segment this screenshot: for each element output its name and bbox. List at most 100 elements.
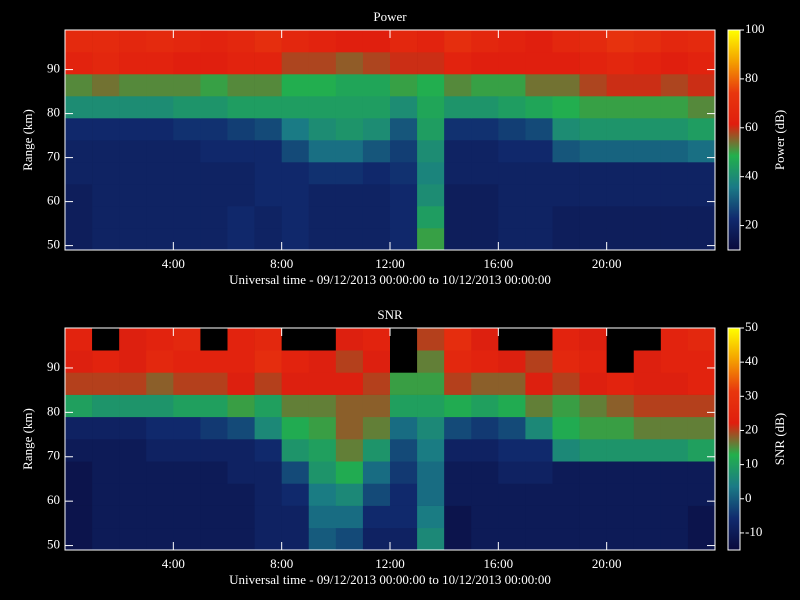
heatmap-cell <box>579 483 607 506</box>
heatmap-cell <box>227 461 255 484</box>
heatmap-cell <box>335 483 364 506</box>
heatmap-cell <box>335 439 364 462</box>
heatmap-cell <box>146 162 174 185</box>
heatmap-cell <box>552 228 580 251</box>
heatmap-cell <box>227 483 255 506</box>
heatmap-cell <box>552 394 580 418</box>
heatmap-cell <box>498 372 526 395</box>
heatmap-cell <box>65 483 93 506</box>
heatmap-cell <box>362 228 391 251</box>
heatmap-cell <box>308 228 337 251</box>
heatmap-cell <box>281 527 310 551</box>
heatmap-cell <box>119 461 147 484</box>
heatmap-cell <box>417 350 445 373</box>
heatmap-cell <box>687 328 716 351</box>
heatmap-cell <box>444 394 472 418</box>
heatmap-cell <box>687 416 716 440</box>
heatmap-cell <box>254 206 282 229</box>
heatmap-cell <box>552 184 580 207</box>
heatmap-cell <box>200 228 228 251</box>
heatmap-cell <box>417 96 445 119</box>
heatmap-cell <box>606 228 635 251</box>
heatmap-cell <box>633 372 662 395</box>
heatmap-cell <box>281 140 310 163</box>
heatmap-cell <box>498 350 526 373</box>
heatmap-cell <box>417 527 445 551</box>
heatmap-cell <box>471 394 499 418</box>
heatmap-cell <box>200 184 228 207</box>
heatmap-cell <box>660 228 689 251</box>
heatmap-cell <box>173 74 201 97</box>
heatmap-cell <box>579 184 607 207</box>
heatmap-cell <box>119 483 147 506</box>
heatmap-cell <box>65 74 93 97</box>
heatmap-cell <box>498 184 526 207</box>
heatmap-cell <box>552 96 580 119</box>
heatmap-cell <box>254 118 282 141</box>
heatmap-cell <box>390 350 418 373</box>
heatmap-cell <box>362 206 391 229</box>
x-tick-label: 20:00 <box>592 256 622 271</box>
heatmap-cell <box>146 439 174 462</box>
heatmap-cell <box>281 328 310 351</box>
heatmap-cell <box>417 505 445 529</box>
heatmap-cell <box>417 184 445 207</box>
heatmap-cell <box>390 228 418 251</box>
heatmap-cell <box>687 372 716 395</box>
heatmap-cell <box>606 96 635 119</box>
heatmap-cell <box>660 118 689 141</box>
heatmap-cell <box>362 394 391 418</box>
heatmap-cell <box>633 328 662 351</box>
heatmap-cell <box>444 206 472 229</box>
heatmap-cell <box>687 228 716 251</box>
heatmap-cell <box>660 527 689 551</box>
heatmap-cell <box>660 162 689 185</box>
heatmap-cell <box>417 118 445 141</box>
heatmap-cell <box>65 52 93 75</box>
heatmap-cell <box>498 96 526 119</box>
heatmap-cell <box>281 416 310 440</box>
heatmap-cell <box>146 372 174 395</box>
heatmap-cell <box>606 483 635 506</box>
heatmap-cell <box>281 96 310 119</box>
heatmap-cell <box>362 461 391 484</box>
colorbar <box>727 29 741 251</box>
heatmap-cell <box>173 52 201 75</box>
heatmap-cell <box>281 372 310 395</box>
heatmap-cell <box>390 30 418 53</box>
heatmap-cell <box>65 96 93 119</box>
heatmap-cell <box>552 206 580 229</box>
colorbar-tick-label: 40 <box>745 168 758 183</box>
heatmap-cell <box>119 184 147 207</box>
heatmap-cell <box>308 527 337 551</box>
heatmap-cell <box>65 140 93 163</box>
heatmap-cell <box>335 416 364 440</box>
heatmap-cell <box>471 96 499 119</box>
heatmap-cell <box>146 505 174 529</box>
heatmap-cell <box>281 394 310 418</box>
heatmap-cell <box>471 118 499 141</box>
heatmap-cell <box>687 461 716 484</box>
heatmap-cell <box>606 74 635 97</box>
heatmap-cell <box>552 505 580 529</box>
heatmap-cell <box>390 527 418 551</box>
heatmap-cell <box>308 461 337 484</box>
heatmap-cell <box>687 30 716 53</box>
heatmap-cell <box>227 184 255 207</box>
heatmap-cell <box>606 394 635 418</box>
heatmap-cell <box>173 372 201 395</box>
heatmap-cell <box>335 184 364 207</box>
heatmap-cell <box>687 394 716 418</box>
heatmap-cell <box>173 96 201 119</box>
heatmap-cell <box>362 483 391 506</box>
heatmap-cell <box>362 52 391 75</box>
heatmap-cell <box>552 416 580 440</box>
heatmap-cell <box>254 505 282 529</box>
heatmap-cell <box>227 140 255 163</box>
heatmap-cell <box>65 30 93 53</box>
heatmap-cell <box>254 372 282 395</box>
heatmap-cell <box>227 527 255 551</box>
heatmap-cell <box>146 184 174 207</box>
x-tick-label: 8:00 <box>270 556 293 571</box>
chart-title: Power <box>373 9 407 24</box>
